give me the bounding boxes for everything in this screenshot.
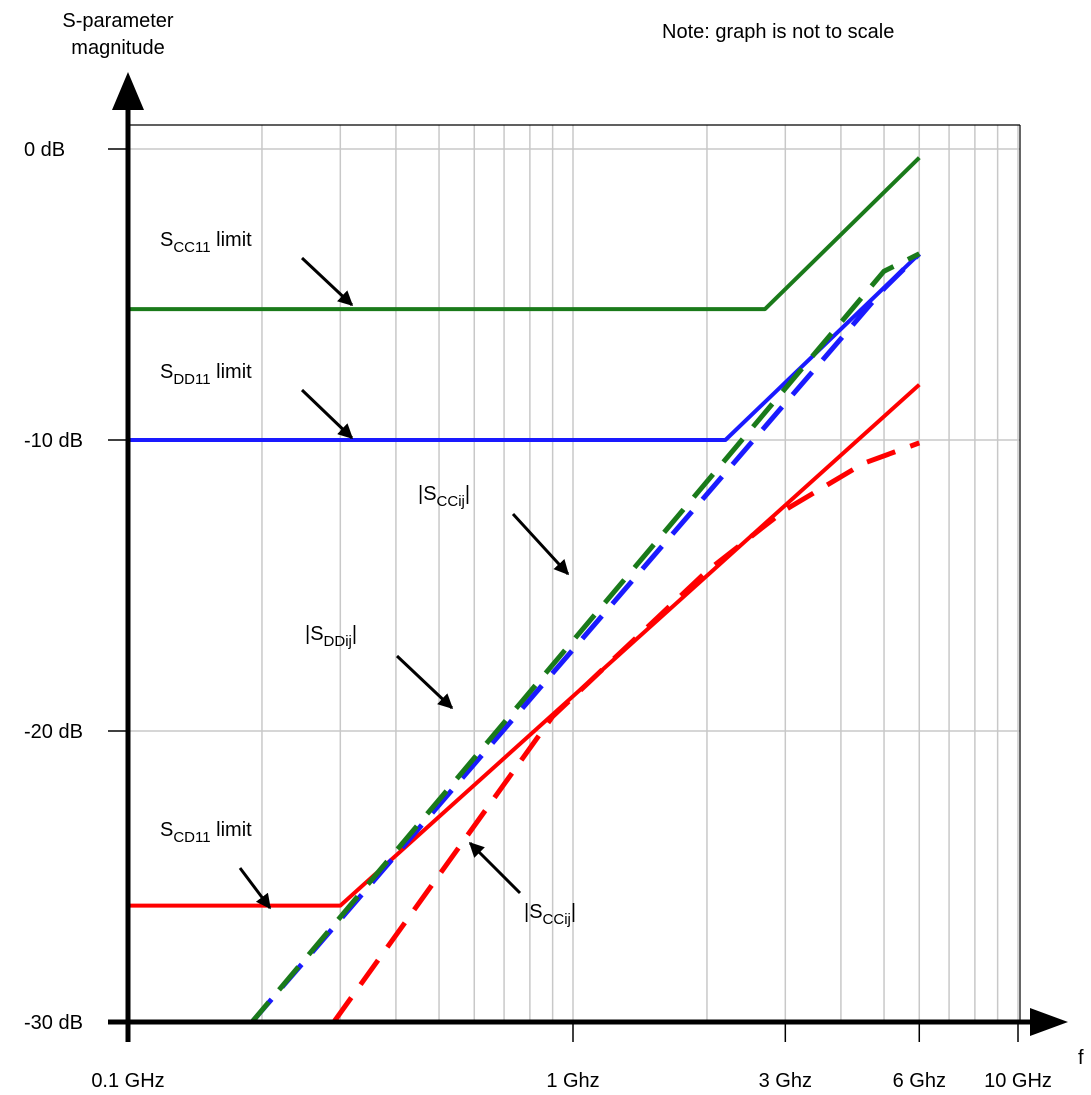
plot-frame — [128, 124, 1021, 1022]
series-label-scc11-limit: SCC11 limit — [160, 229, 252, 256]
series-label-sddij: |SDDij| — [305, 623, 357, 650]
x-tick-label: 0.1 GHz — [91, 1070, 164, 1092]
series-sddij — [250, 252, 922, 1024]
x-tick-label: 1 Ghz — [546, 1070, 599, 1092]
chart-note: Note: graph is not to scale — [662, 21, 894, 43]
annotation-arrow-scc11-limit — [300, 256, 354, 307]
x-axis-arrowhead — [1030, 1008, 1068, 1036]
y-tick-label: -10 dB — [24, 430, 83, 452]
ticks: 0 dB -10 dB -20 dB -30 dB 0.1 GHz 1 Ghz 3 Ghz 6… — [24, 139, 1052, 1092]
y-axis-label-line1: S-parameter — [62, 10, 173, 32]
axes — [108, 72, 1068, 1042]
series-label-sccij-red: |SCCij| — [524, 901, 576, 928]
y-axis-label-line2: magnitude — [71, 37, 164, 59]
series-sccij-green — [250, 251, 921, 1024]
y-tick-label: -20 dB — [24, 721, 83, 743]
x-tick-label: 3 Ghz — [759, 1070, 812, 1092]
y-axis-arrowhead — [112, 72, 144, 110]
annotation-arrow-sccij-red — [468, 841, 522, 895]
series-label-sccij-green: |SCCij| — [418, 483, 470, 510]
annotations: SCC11 limit SDD11 limit SCD11 limit |SCCij|… — [160, 229, 576, 928]
series-sdd11-limit — [128, 252, 921, 442]
annotation-arrow-scd11-limit — [238, 867, 272, 910]
series-label-scd11-limit: SCD11 limit — [160, 819, 252, 846]
x-tick-label: 6 Ghz — [893, 1070, 946, 1092]
series-group — [128, 156, 922, 1024]
series-label-sdd11-limit: SDD11 limit — [160, 361, 252, 388]
grid — [128, 125, 1020, 1023]
y-tick-label: 0 dB — [24, 139, 65, 161]
annotation-arrow-sccij-green — [511, 512, 570, 576]
y-tick-label: -30 dB — [24, 1012, 83, 1034]
annotation-arrow-sddij — [395, 654, 454, 710]
series-sccij-red — [331, 440, 921, 1024]
series-scc11-limit — [128, 156, 921, 312]
x-axis-label: f — [1078, 1047, 1084, 1069]
x-tick-label: 10 GHz — [984, 1070, 1052, 1092]
annotation-arrow-sdd11-limit — [300, 388, 354, 440]
